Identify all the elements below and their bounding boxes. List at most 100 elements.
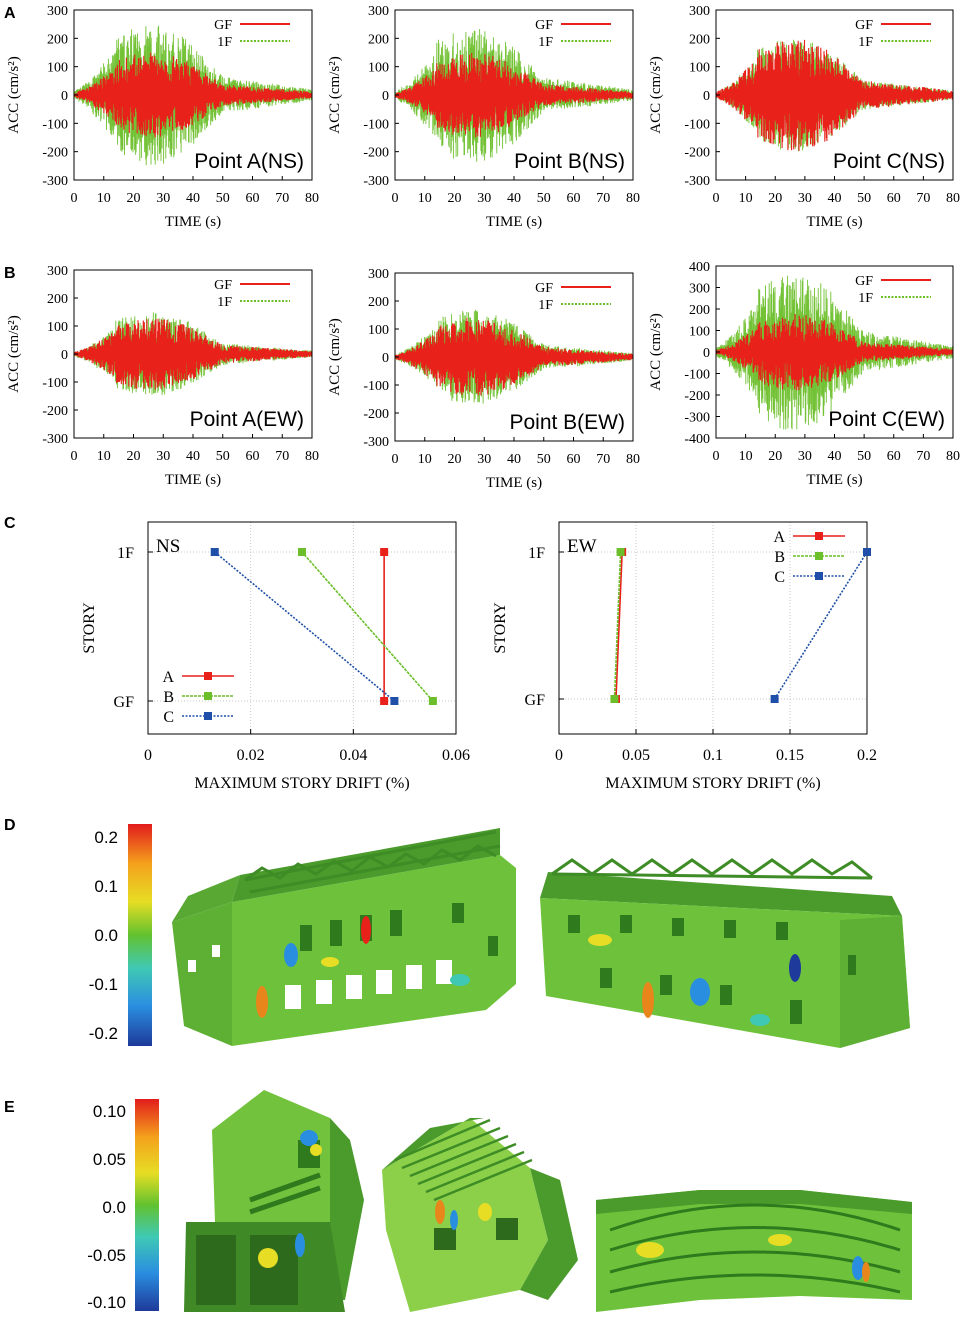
y-axis-label: STORY (492, 602, 509, 654)
drift-chart-ns: 0 0.02 0.04 0.06 1F GF MAXIMUM STORY DRIFT (%)… (81, 521, 470, 792)
y-tick-label: -200 (684, 389, 710, 404)
legend-label-1F: 1F (538, 298, 553, 313)
y-tick-label: 100 (368, 323, 389, 338)
x-tick-label: 40 (507, 452, 521, 467)
x-tick-label: 60 (246, 191, 260, 206)
x-tick-label: 0 (713, 449, 720, 464)
x-tick-label: 40 (828, 191, 842, 206)
y-tick-label: 200 (368, 32, 389, 47)
x-tick-label: 70 (596, 452, 610, 467)
panel-letter-b: B (4, 265, 16, 282)
x-tick-label: 10 (739, 449, 753, 464)
legend-label-C: C (163, 709, 174, 726)
series-line-1F (73, 25, 313, 166)
x-tick-label: 0 (392, 191, 399, 206)
legend-label-GF: GF (214, 278, 232, 293)
x-tick-label: 50 (537, 452, 551, 467)
chart-title: Point A(EW) (190, 408, 304, 431)
chart-title: EW (567, 536, 597, 557)
y-axis-label: ACC (cm/s²) (327, 56, 343, 133)
y-tick-label: -200 (684, 146, 710, 161)
series-line-1F (715, 275, 954, 430)
chart-1: 0 10 20 30 40 50 60 70 80 300 200 100 0 -100 -200 -300 T… (6, 4, 319, 230)
y-tick-label: 300 (689, 4, 710, 19)
y-tick-label: -200 (363, 407, 389, 422)
y-tick-label: 0 (61, 89, 68, 104)
y-axis-label: ACC (cm/s²) (327, 318, 343, 395)
colorbar-e-tick-4: -0.10 (87, 1293, 126, 1312)
plot-frame (147, 521, 457, 735)
y-tick-label: 100 (368, 61, 389, 76)
data-point-A-1F (380, 548, 389, 556)
colorbar-e: 0.10 0.05 0.0 -0.05 -0.10 (87, 1099, 159, 1312)
y-tick-label: GF (114, 694, 135, 711)
legend-label-B: B (163, 689, 174, 706)
building-model-e-right (596, 1190, 912, 1312)
legend-label-A: A (162, 669, 174, 686)
x-tick-label: 0.2 (857, 747, 877, 764)
data-point-C-GF (390, 697, 399, 705)
y-tick-label: 1F (117, 545, 134, 562)
panel-letter-e: E (4, 1099, 15, 1116)
y-tick-label: 0 (703, 89, 710, 104)
building-model-e-left (184, 1090, 364, 1312)
panel-letter-d: D (4, 817, 16, 834)
y-tick-label: 300 (47, 264, 68, 279)
y-tick-label: 200 (368, 295, 389, 310)
x-tick-label: 0 (144, 747, 152, 764)
series-line-A (615, 551, 623, 700)
x-tick-label: 80 (946, 191, 960, 206)
x-tick-label: 60 (567, 191, 581, 206)
legend-label-GF: GF (535, 281, 553, 296)
chart-area: 0 10 20 30 40 50 60 70 803002001000-100-200-300T… (6, 4, 960, 792)
y-tick-label: -200 (42, 146, 68, 161)
x-tick-label: 0.04 (339, 747, 367, 764)
colorbar-e-tick-1: 0.05 (93, 1150, 126, 1169)
legend-marker-A (815, 532, 823, 540)
x-tick-label: 30 (798, 449, 812, 464)
legend-label-C: C (774, 569, 785, 586)
x-tick-label: 30 (477, 452, 491, 467)
colorbar-e-tick-2: 0.0 (102, 1198, 126, 1217)
y-tick-label: -100 (684, 368, 710, 383)
x-tick-label: 70 (275, 191, 289, 206)
chart-title: Point C(EW) (828, 408, 945, 431)
colorbar-e-tick-0: 0.10 (93, 1102, 126, 1121)
legend-label-1F: 1F (858, 291, 873, 306)
y-tick-label: 200 (689, 303, 710, 318)
x-tick-label: 50 (857, 449, 871, 464)
chart-2: 0 10 20 30 40 50 60 70 80 300 200 100 0 -100 -200 -300 T… (327, 4, 640, 230)
legend-marker-C (204, 712, 212, 720)
x-axis-label: TIME (s) (165, 214, 221, 230)
legend-label-GF: GF (855, 18, 873, 33)
y-tick-label: -300 (684, 411, 710, 426)
y-tick-label: -300 (42, 432, 68, 447)
y-tick-label: 1F (528, 545, 545, 562)
colorbar-d-tick-1: 0.1 (94, 877, 118, 896)
y-tick-label: 100 (689, 61, 710, 76)
drift-chart-ew: 0 0.05 0.1 0.15 0.2 1F GF MAXIMUM STORY DRIFT (… (492, 521, 877, 792)
y-axis-label: ACC (cm/s²) (6, 56, 22, 133)
y-tick-label: -400 (684, 432, 710, 447)
x-tick-label: 0 (71, 191, 78, 206)
x-tick-label: 70 (916, 191, 930, 206)
y-tick-label: 0 (382, 351, 389, 366)
x-axis-label: MAXIMUM STORY DRIFT (%) (605, 775, 820, 792)
legend-label-1F: 1F (217, 295, 232, 310)
panel-letter-a: A (4, 5, 16, 22)
x-tick-label: 60 (887, 449, 901, 464)
y-tick-label: 300 (368, 4, 389, 19)
x-tick-label: 30 (477, 191, 491, 206)
x-axis-label: TIME (s) (806, 472, 862, 488)
chart-title: NS (156, 536, 180, 557)
colorbar-d-gradient (128, 824, 152, 1046)
chart-6: 0 10 20 30 40 50 60 70 80 400 300 200 100 0 -100 -200 -3… (648, 260, 960, 488)
x-axis-label: TIME (s) (486, 475, 542, 491)
x-tick-label: 20 (448, 191, 462, 206)
x-tick-label: 40 (507, 191, 521, 206)
x-tick-label: 20 (768, 449, 782, 464)
y-tick-label: 300 (689, 282, 710, 297)
chart-4: 0 10 20 30 40 50 60 70 80 300 200 100 0 -100 -200 -300 T… (6, 264, 319, 488)
data-point-C-1F (863, 548, 871, 556)
